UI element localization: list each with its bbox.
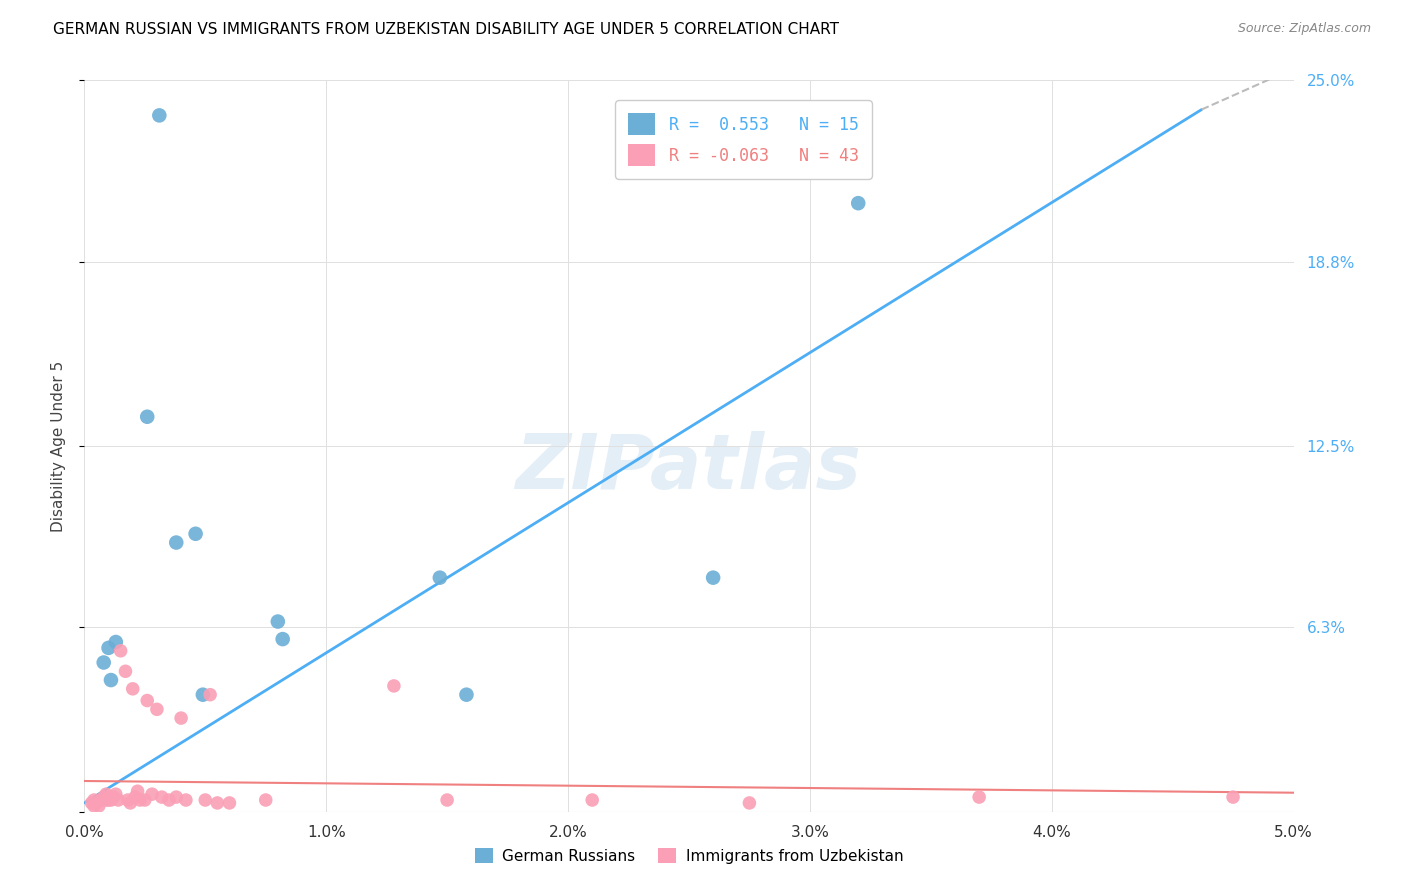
Point	[104, 635, 127, 649]
Point	[254, 793, 277, 807]
Point	[87, 798, 110, 813]
Point	[165, 790, 187, 805]
Point	[93, 656, 115, 670]
Point	[702, 571, 724, 585]
Point	[194, 793, 217, 807]
Point	[184, 526, 207, 541]
Point	[93, 790, 115, 805]
Point	[271, 632, 294, 646]
Point	[94, 787, 117, 801]
Point	[1222, 790, 1244, 805]
Y-axis label: Disability Age Under 5: Disability Age Under 5	[51, 360, 66, 532]
Point	[967, 790, 990, 805]
Point	[136, 693, 159, 707]
Text: ZIPatlas: ZIPatlas	[516, 431, 862, 505]
Point	[100, 793, 122, 807]
Point	[86, 796, 108, 810]
Legend: German Russians, Immigrants from Uzbekistan: German Russians, Immigrants from Uzbekis…	[468, 842, 910, 870]
Point	[157, 793, 180, 807]
Point	[83, 793, 105, 807]
Point	[150, 790, 173, 805]
Point	[846, 196, 869, 211]
Point	[117, 793, 139, 807]
Point	[170, 711, 193, 725]
Point	[103, 790, 125, 805]
Point	[738, 796, 761, 810]
Point	[174, 793, 197, 807]
Point	[110, 644, 132, 658]
Point	[136, 409, 159, 424]
Point	[100, 673, 122, 687]
Point	[104, 787, 127, 801]
Point	[436, 793, 458, 807]
Point	[97, 640, 120, 655]
Point	[191, 688, 214, 702]
Point	[97, 793, 120, 807]
Point	[124, 790, 146, 805]
Point	[207, 796, 229, 810]
Point	[382, 679, 405, 693]
Point	[141, 787, 163, 801]
Point	[429, 571, 451, 585]
Point	[120, 796, 142, 810]
Point	[121, 681, 143, 696]
Point	[267, 615, 290, 629]
Point	[94, 793, 117, 807]
Point	[456, 688, 478, 702]
Point	[146, 702, 169, 716]
Text: Source: ZipAtlas.com: Source: ZipAtlas.com	[1237, 22, 1371, 36]
Point	[218, 796, 240, 810]
Point	[127, 784, 149, 798]
Point	[114, 665, 136, 679]
Point	[129, 793, 152, 807]
Point	[198, 688, 221, 702]
Point	[165, 535, 187, 549]
Point	[83, 798, 105, 813]
Point	[134, 793, 156, 807]
Point	[80, 796, 103, 810]
Text: GERMAN RUSSIAN VS IMMIGRANTS FROM UZBEKISTAN DISABILITY AGE UNDER 5 CORRELATION : GERMAN RUSSIAN VS IMMIGRANTS FROM UZBEKI…	[53, 22, 839, 37]
Point	[97, 790, 120, 805]
Point	[148, 108, 170, 122]
Point	[107, 793, 129, 807]
Point	[90, 793, 112, 807]
Point	[581, 793, 603, 807]
